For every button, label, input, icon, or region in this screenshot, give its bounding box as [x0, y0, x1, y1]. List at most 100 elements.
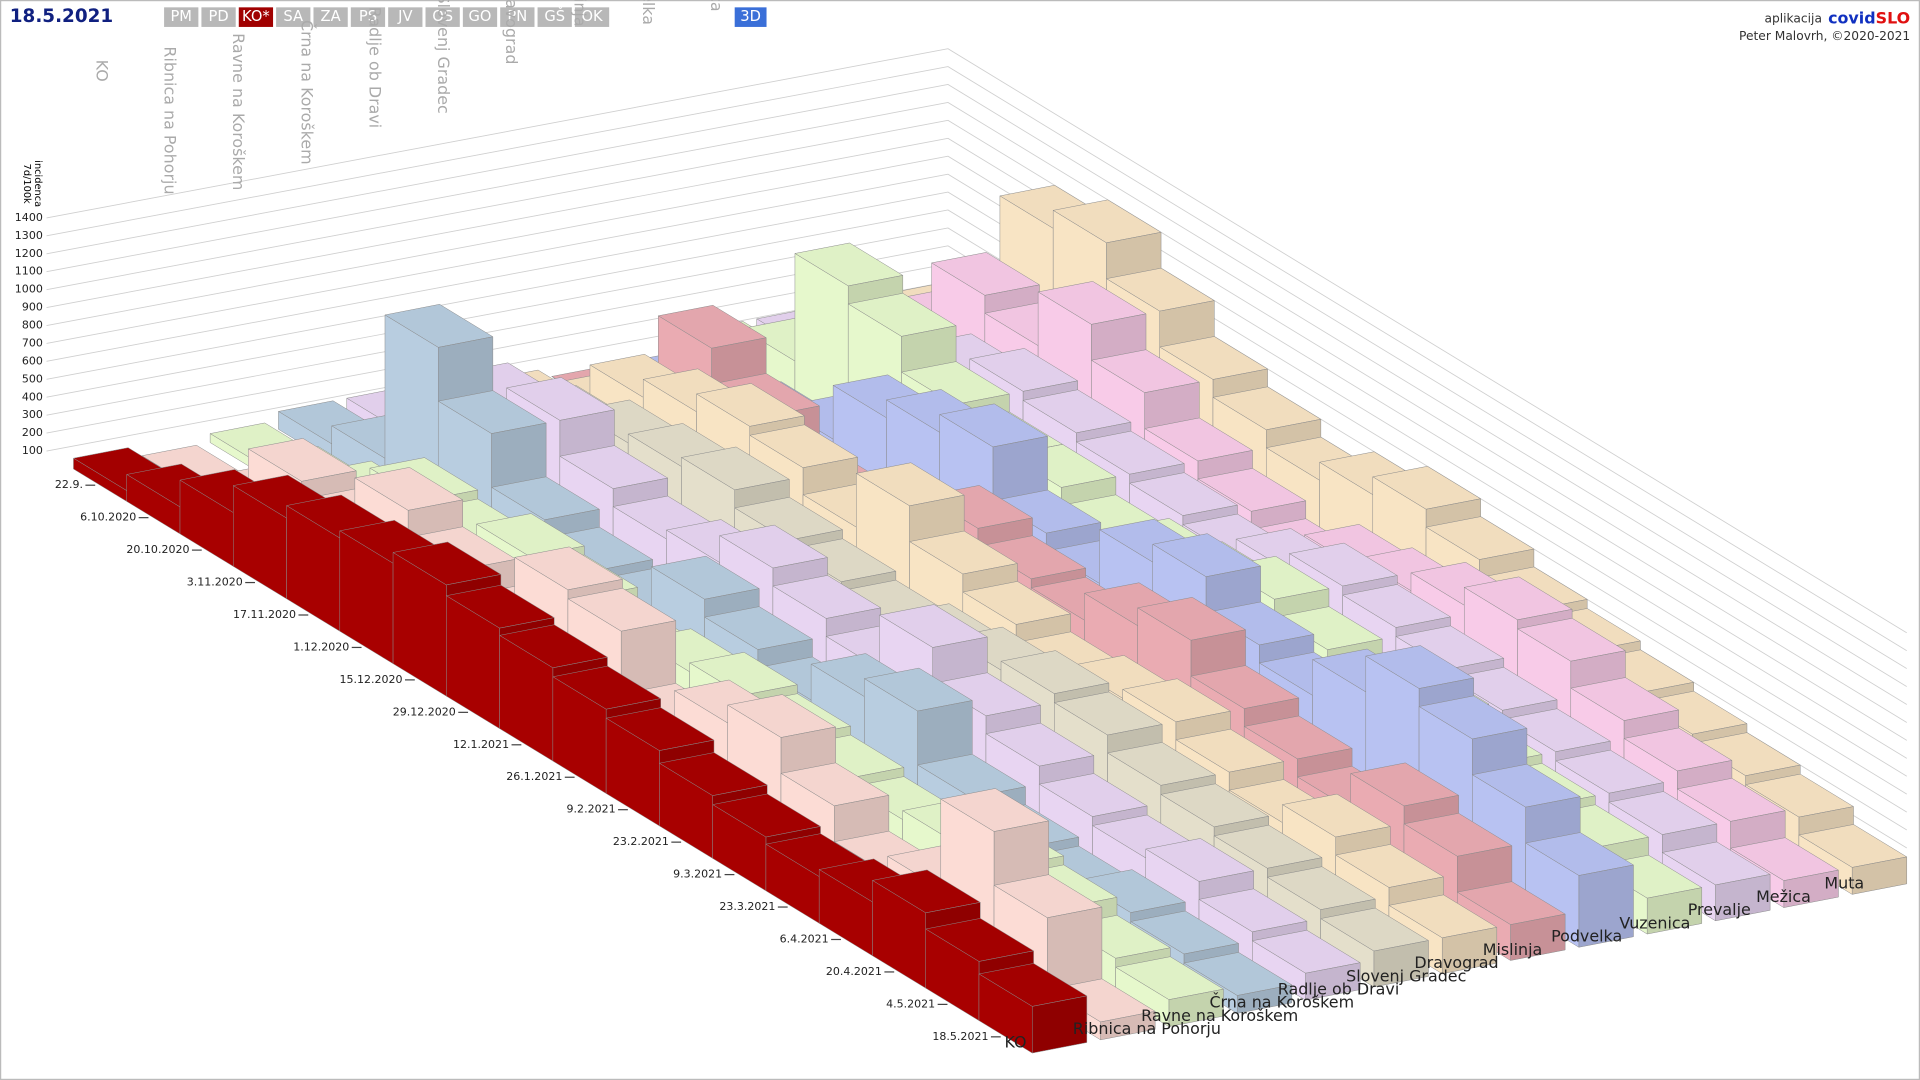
y-tick-label: 100 — [22, 444, 43, 457]
legend-label: Slovenj Gradec — [1346, 966, 1466, 985]
y-tick-label: 700 — [22, 336, 43, 349]
brand: SLO — [1876, 8, 1911, 27]
region-label[interactable]: KO* — [242, 8, 270, 25]
bar-front — [499, 634, 554, 762]
x-tick-label: 9.3.2021 — [673, 868, 722, 881]
grid-line — [46, 191, 1907, 777]
x-tick-label: 18.5.2021 — [932, 1030, 988, 1043]
wall-series-label: Slovenj Gradec — [434, 0, 453, 114]
region-label[interactable]: SA — [283, 8, 303, 25]
bar-front — [712, 804, 767, 892]
mode-label[interactable]: 3D — [740, 8, 761, 25]
wall-series-label: Ribnica na Pohorju — [161, 46, 180, 194]
region-label[interactable]: GO — [469, 8, 492, 25]
date: 18.5.2021 — [10, 6, 113, 27]
wall-series-label: Dravograd — [502, 0, 521, 64]
grid-line — [46, 119, 1907, 705]
region-button[interactable] — [425, 7, 460, 27]
grid-line — [46, 102, 1907, 687]
y-tick-label: 1300 — [15, 229, 43, 242]
legend-label: Prevalje — [1688, 900, 1751, 919]
y-tick-label: 400 — [22, 390, 43, 403]
region-label[interactable]: PN — [507, 8, 527, 25]
legend-label: Vuzenica — [1619, 913, 1690, 932]
legend-label: Ribnica na Pohorju — [1073, 1019, 1221, 1038]
region-button[interactable] — [500, 7, 535, 27]
bar-front — [978, 973, 1033, 1054]
bar-front — [659, 762, 713, 859]
credit: aplikacija covidSLO — [1765, 8, 1911, 27]
region-label[interactable]: OK — [581, 8, 603, 25]
region-button[interactable] — [462, 7, 498, 27]
region-button[interactable] — [313, 7, 348, 27]
wall-series-label: Vuzenica — [707, 0, 726, 12]
wall-series-label: Črna na Koroškem — [297, 20, 316, 165]
region-buttons: PM PD KO* SA ZA PS JV OS GO PN GŠ OK — [164, 7, 610, 27]
legend-label: Mežica — [1756, 887, 1811, 906]
y-tick-label: 800 — [22, 319, 43, 332]
y-label: incidenca — [32, 160, 43, 207]
bar-front — [392, 552, 447, 697]
region-label[interactable]: PM — [170, 8, 192, 25]
grid-line — [46, 155, 1907, 741]
x-tick-label: 20.10.2020 — [126, 543, 189, 556]
bar — [978, 963, 1088, 1054]
region-label[interactable]: GŠ — [544, 7, 565, 25]
x-tick-label: 20.4.2021 — [826, 965, 882, 978]
x-tick-label: 23.2.2021 — [613, 835, 669, 848]
wall-series-label: Ravne na Koroškem — [229, 33, 248, 190]
author: Peter Malovrh, ©2020-2021 — [1739, 29, 1910, 43]
legend-label: Podvelka — [1551, 927, 1622, 946]
legend-label: Črna na Koroškem — [1209, 993, 1354, 1012]
y-tick-label: 1400 — [15, 211, 43, 224]
mode-button[interactable] — [734, 7, 767, 27]
region-button[interactable] — [537, 7, 572, 27]
x-tick-label: 26.1.2021 — [506, 770, 562, 783]
brand: covid — [1828, 8, 1876, 27]
legend-label: Radlje ob Dravi — [1278, 979, 1399, 998]
y-tick-label: 200 — [22, 426, 43, 439]
y-tick-label: 1000 — [15, 283, 43, 296]
region-button[interactable] — [276, 7, 311, 27]
bar-front — [552, 676, 607, 794]
legend-label: Ravne na Koroškem — [1141, 1006, 1298, 1025]
bar-front — [605, 717, 660, 827]
wall-series-label: Podvelka — [639, 0, 658, 25]
bar — [1319, 907, 1430, 988]
region-label[interactable]: ZA — [321, 8, 341, 25]
legend-label: Mislinja — [1483, 940, 1543, 959]
wall-series-label: Mislinja — [571, 0, 590, 27]
grid-line — [46, 137, 1907, 723]
x-tick-label: 29.12.2020 — [393, 705, 456, 718]
region-button[interactable] — [350, 7, 386, 27]
region-label[interactable]: OS — [432, 8, 453, 25]
region-label[interactable]: PD — [208, 8, 228, 25]
region-button[interactable] — [164, 7, 199, 27]
y-tick-label: 300 — [22, 408, 43, 421]
region-button[interactable] — [201, 7, 236, 27]
region-label[interactable]: JV — [397, 8, 412, 25]
x-tick-label: 22.9. — [55, 478, 83, 491]
x-tick-label: 15.12.2020 — [339, 673, 402, 686]
bar-front — [925, 928, 980, 1022]
bar — [1251, 929, 1361, 1001]
y-tick-label: 900 — [22, 301, 43, 314]
legend-label: KO — [1004, 1032, 1026, 1051]
y-tick-label: 1100 — [15, 265, 43, 278]
region-button[interactable] — [388, 7, 423, 27]
region-button[interactable] — [238, 7, 274, 27]
wall-series-label: KO — [92, 60, 111, 82]
x-tick-label: 6.4.2021 — [780, 932, 829, 945]
y-tick-label: 600 — [22, 354, 43, 367]
x-tick-label: 6.10.2020 — [80, 511, 136, 524]
bar — [1114, 956, 1225, 1028]
grid-line — [46, 84, 1907, 669]
wall-series-label: Radlje ob Dravi — [366, 7, 385, 128]
legend-label: Muta — [1824, 874, 1864, 893]
region-button[interactable] — [574, 7, 610, 27]
bar-front — [446, 595, 500, 730]
region-label[interactable]: PS — [359, 8, 377, 25]
x-tick-label: 3.11.2020 — [187, 576, 243, 589]
